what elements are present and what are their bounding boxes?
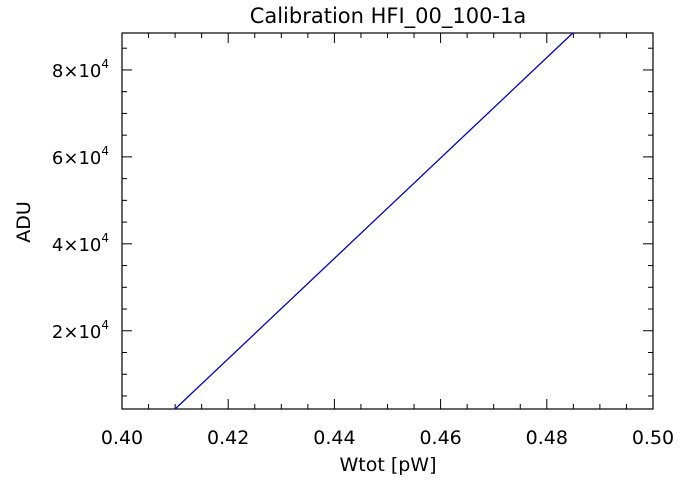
x-tick-label: 0.50: [632, 427, 674, 449]
x-tick-labels: 0.40 0.42 0.44 0.46 0.48 0.50: [101, 427, 674, 449]
y-tick-labels: 2×104 4×104 6×104 8×104: [52, 57, 109, 343]
x-tick-label: 0.42: [207, 427, 249, 449]
chart-title: Calibration HFI_00_100-1a: [250, 4, 527, 29]
series-group: [174, 32, 574, 410]
y-tick-label: 2×104: [52, 318, 109, 343]
x-axis-label: Wtot [pW]: [339, 454, 436, 476]
x-tick-label: 0.44: [313, 427, 355, 449]
x-tick-label: 0.48: [526, 427, 568, 449]
y-tick-label: 4×104: [52, 231, 109, 256]
x-tick-label: 0.40: [101, 427, 143, 449]
y-axis-label: ADU: [13, 201, 35, 243]
y-tick-label: 6×104: [52, 144, 109, 169]
tick-marks: [121, 33, 654, 409]
plot-frame: [121, 32, 654, 410]
x-tick-label: 0.46: [419, 427, 461, 449]
series-line: [174, 32, 574, 410]
y-tick-label: 8×104: [52, 57, 109, 82]
